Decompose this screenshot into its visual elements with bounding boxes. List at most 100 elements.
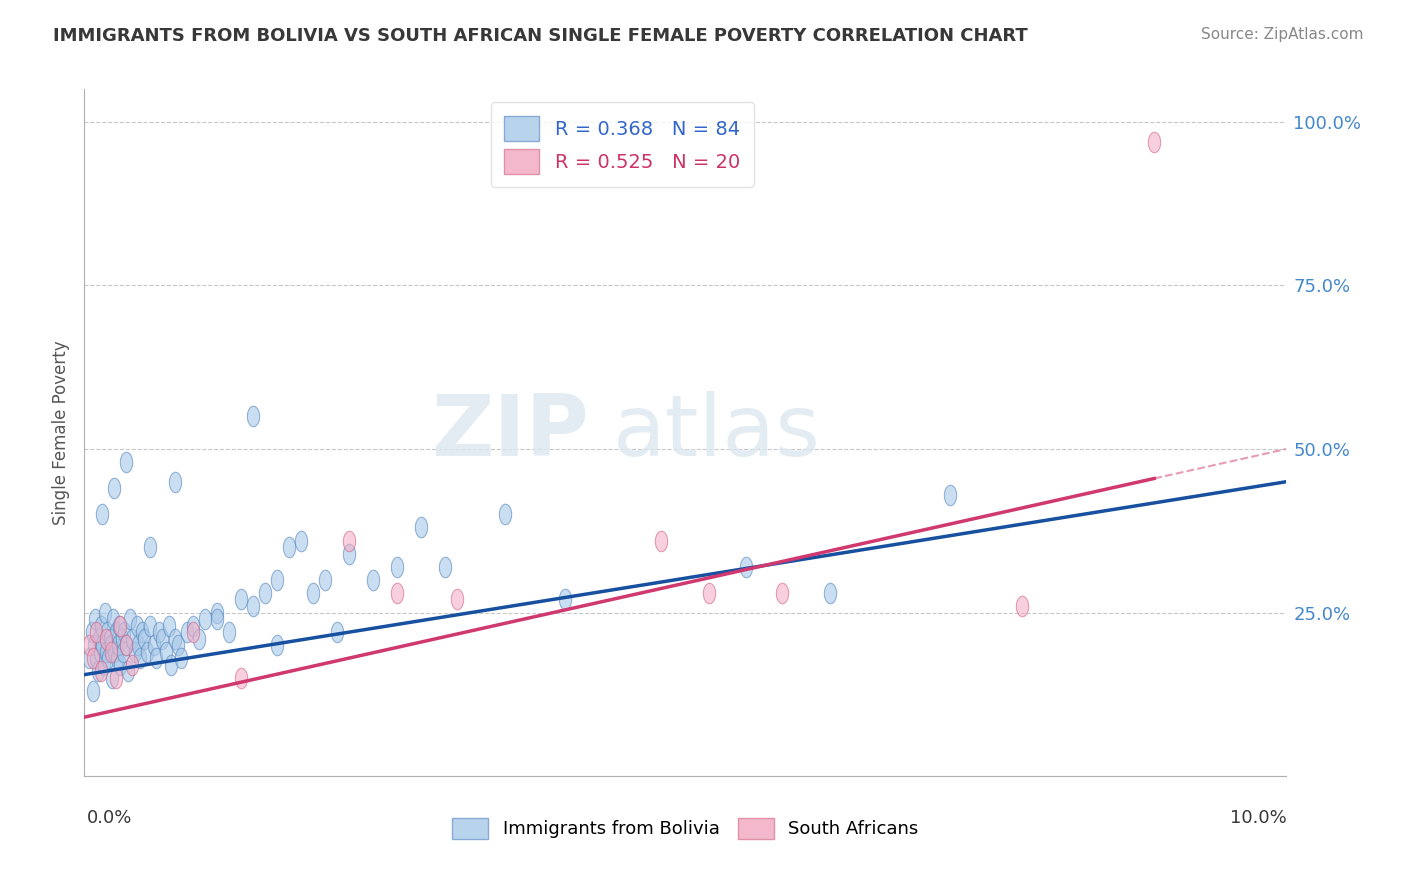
Point [148, 625, 170, 640]
Point [111, 645, 134, 659]
Point [87, 632, 110, 646]
Point [103, 612, 125, 626]
Point [104, 625, 127, 640]
Point [169, 651, 191, 665]
Point [100, 645, 122, 659]
Point [229, 592, 252, 607]
Point [94, 645, 117, 659]
Point [939, 488, 962, 502]
Point [115, 455, 138, 469]
Point [103, 645, 125, 659]
Point [266, 638, 288, 652]
Point [385, 586, 408, 600]
Point [100, 638, 122, 652]
Point [337, 547, 360, 561]
Point [117, 665, 139, 679]
Point [110, 657, 132, 672]
Point [699, 586, 721, 600]
Point [124, 645, 146, 659]
Point [90, 665, 112, 679]
Point [253, 586, 276, 600]
Point [127, 638, 149, 652]
Point [111, 632, 134, 646]
Point [128, 651, 150, 665]
Point [86, 651, 108, 665]
Point [91, 638, 114, 652]
Point [134, 632, 156, 646]
Point [96, 625, 118, 640]
Point [118, 612, 141, 626]
Point [314, 573, 336, 587]
Point [301, 586, 323, 600]
Point [181, 625, 204, 640]
Point [105, 651, 128, 665]
Point [115, 638, 138, 652]
Point [84, 612, 107, 626]
Point [83, 638, 105, 652]
Point [90, 618, 112, 632]
Point [107, 638, 129, 652]
Point [110, 618, 132, 632]
Point [93, 657, 115, 672]
Point [135, 645, 157, 659]
Point [229, 671, 252, 685]
Point [734, 559, 756, 574]
Point [86, 665, 108, 679]
Point [167, 638, 190, 652]
Point [205, 612, 228, 626]
Text: IMMIGRANTS FROM BOLIVIA VS SOUTH AFRICAN SINGLE FEMALE POVERTY CORRELATION CHART: IMMIGRANTS FROM BOLIVIA VS SOUTH AFRICAN… [53, 27, 1028, 45]
Point [337, 533, 360, 548]
Point [94, 632, 117, 646]
Point [770, 586, 793, 600]
Point [77, 651, 100, 665]
Point [104, 671, 127, 685]
Point [94, 606, 117, 620]
Point [494, 508, 516, 522]
Point [446, 592, 468, 607]
Point [89, 645, 111, 659]
Point [277, 540, 299, 554]
Point [385, 559, 408, 574]
Point [77, 638, 100, 652]
Point [143, 638, 166, 652]
Point [361, 573, 384, 587]
Point [242, 599, 264, 613]
Point [205, 606, 228, 620]
Point [112, 625, 135, 640]
Point [127, 618, 149, 632]
Text: atlas: atlas [613, 391, 821, 475]
Point [554, 592, 576, 607]
Point [290, 533, 312, 548]
Point [121, 657, 143, 672]
Point [242, 409, 264, 424]
Point [103, 481, 125, 495]
Point [218, 625, 240, 640]
Point [163, 475, 186, 489]
Point [80, 625, 103, 640]
Point [145, 651, 167, 665]
Point [131, 625, 153, 640]
Point [101, 671, 124, 685]
Point [115, 638, 138, 652]
Point [97, 651, 120, 665]
Text: 0.0%: 0.0% [87, 809, 132, 827]
Point [176, 625, 198, 640]
Point [82, 651, 104, 665]
Point [1011, 599, 1033, 613]
Point [157, 618, 180, 632]
Point [1143, 135, 1166, 149]
Point [187, 632, 209, 646]
Text: Source: ZipAtlas.com: Source: ZipAtlas.com [1201, 27, 1364, 42]
Text: ZIP: ZIP [432, 391, 589, 475]
Y-axis label: Single Female Poverty: Single Female Poverty [52, 341, 70, 524]
Point [108, 618, 131, 632]
Text: 10.0%: 10.0% [1230, 809, 1286, 827]
Point [181, 618, 204, 632]
Point [266, 573, 288, 587]
Point [98, 632, 121, 646]
Point [155, 645, 177, 659]
Point [86, 625, 108, 640]
Point [409, 520, 432, 534]
Point [818, 586, 841, 600]
Point [121, 632, 143, 646]
